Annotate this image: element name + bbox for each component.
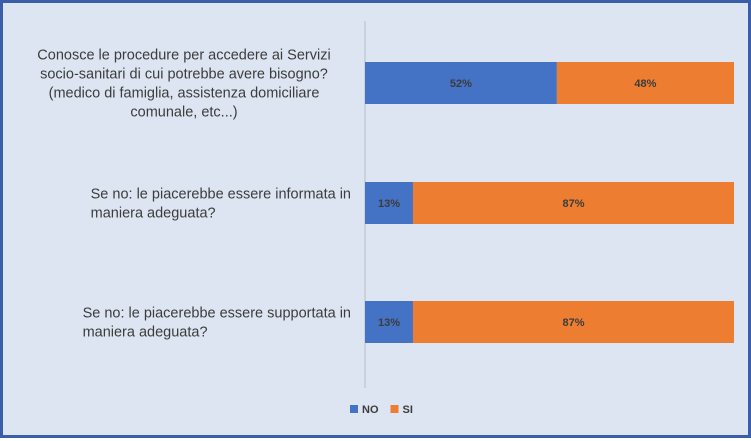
category-label-1-line-1: Conosce le procedure per accedere ai Ser… [37, 48, 330, 64]
bar-no-2 [365, 182, 413, 224]
bar-si-1 [556, 62, 734, 104]
category-label-2-line-2: maniera adeguata? [91, 206, 216, 222]
category-label-3-line-2: maniera adeguata? [83, 325, 208, 341]
bar-si-3 [412, 301, 734, 343]
category-label-3-line-1: Se no: le piacerebbe essere supportata i… [83, 306, 351, 322]
category-label-1-line-3: (medico di famiglia, assistenza domicili… [49, 86, 320, 102]
category-labels-layer: Conosce le procedure per accedere ai Ser… [37, 48, 351, 341]
data-label-no-1: 52% [450, 78, 472, 90]
data-label-no-2: 13% [378, 198, 400, 210]
category-label-1-line-2: socio-sanitari di cui potrebbe avere bis… [40, 67, 328, 83]
data-label-no-3: 13% [378, 317, 400, 329]
category-label-2-line-1: Se no: le piacerebbe essere informata in [91, 187, 351, 203]
bar-no-1 [365, 62, 557, 104]
legend: NO SI [350, 404, 413, 416]
stacked-bar-chart: 52% 48% 13% 87% 13% 87% Conosce le procedure … [37, 21, 734, 416]
legend-label-no: NO [362, 404, 379, 416]
bar-no-3 [365, 301, 413, 343]
data-label-si-2: 87% [562, 198, 584, 210]
bar-si-2 [412, 182, 734, 224]
data-label-si-1: 48% [634, 78, 656, 90]
legend-swatch-no [350, 405, 358, 413]
data-label-si-3: 87% [562, 317, 584, 329]
bars-layer: 52% 48% 13% 87% 13% 87% [365, 62, 734, 343]
legend-swatch-si [390, 405, 399, 413]
category-label-1-line-4: comunale, etc...) [130, 105, 237, 121]
legend-label-si: SI [403, 404, 413, 416]
